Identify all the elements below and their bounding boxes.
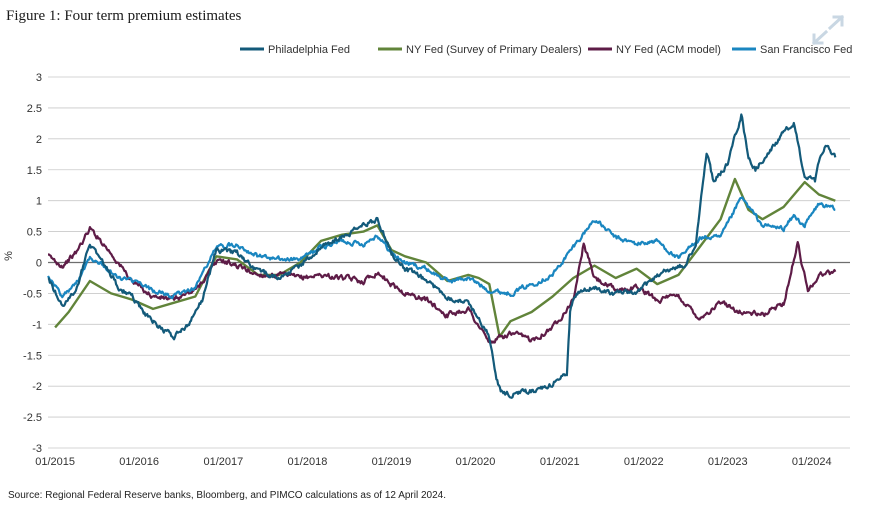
legend-label-nysurvey: NY Fed (Survey of Primary Dealers)	[406, 44, 582, 56]
x-axis: 01/2015 01/2016 01/2017 01/2018 01/2019 01/20…	[35, 456, 831, 468]
y-tick-label: -1	[32, 319, 42, 331]
figure-title: Figure 1: Four term premium estimates	[6, 8, 242, 24]
x-tick-label: 01/2017	[204, 456, 244, 468]
legend-label-philadelphia: Philadelphia Fed	[268, 44, 350, 56]
series-line-sf	[47, 196, 836, 300]
y-tick-label: 2.5	[27, 103, 42, 115]
legend-label-sf: San Francisco Fed	[760, 44, 852, 56]
y-tick-label: 1.5	[27, 165, 42, 177]
x-tick-label: 01/2015	[35, 456, 75, 468]
expand-button[interactable]	[806, 10, 850, 50]
chart-series	[47, 113, 837, 399]
x-tick-label: 01/2016	[119, 456, 159, 468]
x-tick-label: 01/2019	[372, 456, 412, 468]
x-tick-label: 01/2022	[624, 456, 664, 468]
x-tick-label: 01/2020	[456, 456, 496, 468]
y-tick-label: 3	[36, 72, 42, 84]
x-tick-label: 01/2018	[288, 456, 328, 468]
y-tick-label: -0.5	[23, 288, 42, 300]
term-premium-chart: Philadelphia Fed NY Fed (Survey of Primar…	[3, 44, 852, 468]
source-note: Source: Regional Federal Reserve banks, …	[8, 490, 447, 501]
legend-label-acm: NY Fed (ACM model)	[616, 44, 721, 56]
chart-gridlines	[48, 76, 850, 449]
x-tick-label: 01/2023	[708, 456, 748, 468]
y-tick-label: 0	[36, 258, 42, 270]
chart-legend: Philadelphia Fed NY Fed (Survey of Primar…	[240, 44, 852, 56]
y-tick-label: -2	[32, 381, 42, 393]
y-axis-label: %	[3, 251, 15, 261]
x-tick-label: 01/2021	[540, 456, 580, 468]
series-line-nysurvey	[54, 177, 836, 338]
y-tick-label: 1	[36, 196, 42, 208]
y-tick-label: 2	[36, 134, 42, 146]
y-tick-label: 0.5	[27, 227, 42, 239]
series-line-philadelphia	[47, 113, 837, 399]
y-tick-label: -3	[32, 443, 42, 455]
y-tick-label: -1.5	[23, 350, 42, 362]
expand-arrows-icon	[806, 10, 850, 50]
series-line-acm	[47, 226, 837, 344]
y-tick-label: -2.5	[23, 412, 42, 424]
x-tick-label: 01/2024	[792, 456, 832, 468]
y-axis: 3 2.5 2 1.5 1 0.5 0 -0.5 -1 -1.5 -2 -2.5 -3	[23, 72, 42, 455]
